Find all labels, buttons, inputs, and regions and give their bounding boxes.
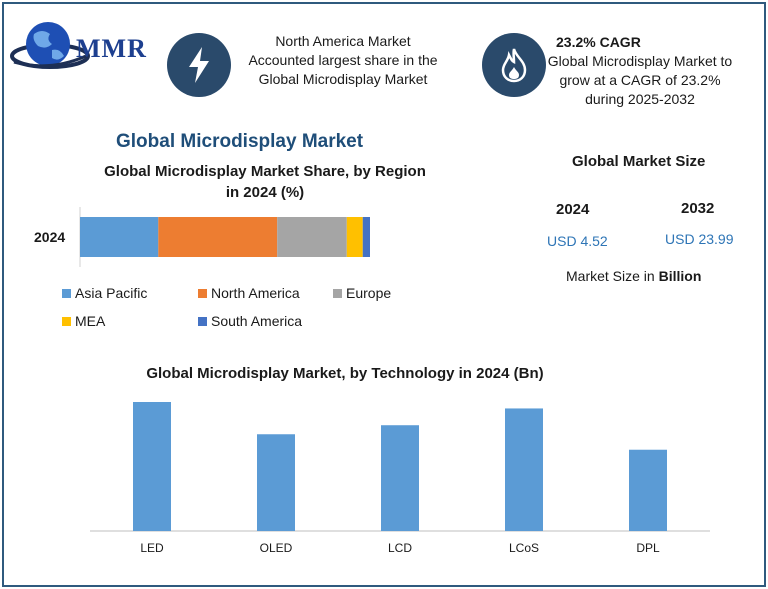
info-right-line-3: during 2025-2032 (585, 91, 695, 107)
year-2024: 2024 (556, 201, 590, 218)
technology-bar-lcd (381, 425, 419, 531)
info-right-line-2: grow at a CAGR of 23.2% (559, 72, 721, 88)
legend-label: MEA (75, 313, 106, 329)
globe-icon (10, 22, 90, 69)
unit-prefix: Market Size in (566, 268, 655, 284)
region-chart-title-line-2: in 2024 (%) (225, 184, 305, 201)
legend-label: South America (211, 313, 303, 329)
legend-swatch (333, 288, 342, 298)
mmr-logo (10, 20, 155, 82)
market-size-2024: USD 4.52 (547, 233, 608, 249)
region-bar-segment-south-america (362, 217, 370, 257)
legend-label: Asia Pacific (75, 285, 148, 301)
region-chart-title-line-1: Global Microdisplay Market Share, by Reg… (104, 163, 426, 180)
technology-bar-oled (257, 434, 295, 531)
legend-north-america: North America (198, 285, 300, 301)
technology-bar-chart: LED OLED LCD LCoS DPL (90, 402, 710, 555)
cagr-info: Global Microdisplay Market to grow at a … (542, 52, 738, 109)
market-size-title: Global Market Size (572, 153, 706, 170)
logo-text: MMR (76, 34, 147, 63)
info-left-line-1: North America Market (275, 33, 411, 49)
legend-mea: MEA (62, 313, 105, 329)
legend-europe: Europe (333, 285, 391, 301)
technology-bar-dpl (629, 449, 667, 531)
legend-label: North America (211, 285, 300, 301)
technology-bar-led (133, 402, 171, 531)
market-size-unit: Market Size in Billion (566, 268, 701, 284)
legend-swatch (62, 288, 71, 298)
technology-tick-label: LCD (388, 541, 412, 555)
market-size-2032: USD 23.99 (665, 231, 734, 247)
legend-label: Europe (346, 285, 392, 301)
unit-bold: Billion (658, 268, 702, 284)
legend-asia-pacific: Asia Pacific (62, 285, 147, 301)
technology-bar-lcos (505, 408, 543, 531)
technology-tick-label: LCoS (509, 541, 539, 555)
year-2032: 2032 (681, 200, 715, 217)
info-left-line-2: Accounted largest share in the (248, 52, 438, 68)
flame-icon (482, 33, 546, 97)
legend-south-america: South America (198, 313, 302, 329)
technology-tick-label: OLED (260, 541, 293, 555)
main-title: Global Microdisplay Market (116, 131, 364, 152)
region-chart-title: Global Microdisplay Market Share, by Reg… (80, 161, 450, 203)
lightning-bolt-icon (167, 33, 231, 97)
region-bar-segment-europe (277, 217, 347, 257)
region-bar-segment-mea (346, 217, 363, 257)
legend-swatch (198, 316, 207, 326)
region-share-chart: 2024 (34, 207, 370, 267)
info-right-line-1: Global Microdisplay Market to (547, 53, 733, 69)
technology-chart-title: Global Microdisplay Market, by Technolog… (146, 365, 544, 382)
legend-swatch (62, 316, 71, 326)
technology-tick-label: LED (140, 541, 164, 555)
region-bar-segment-north-america (158, 217, 278, 257)
region-bar-segment-asia-pacific (80, 217, 159, 257)
info-left-line-3: Global Microdisplay Market (258, 71, 428, 87)
cagr-title: 23.2% CAGR (556, 34, 641, 50)
region-category-label: 2024 (34, 229, 65, 245)
technology-tick-label: DPL (636, 541, 660, 555)
north-america-info: North America Market Accounted largest s… (238, 32, 448, 89)
legend-swatch (198, 288, 207, 298)
